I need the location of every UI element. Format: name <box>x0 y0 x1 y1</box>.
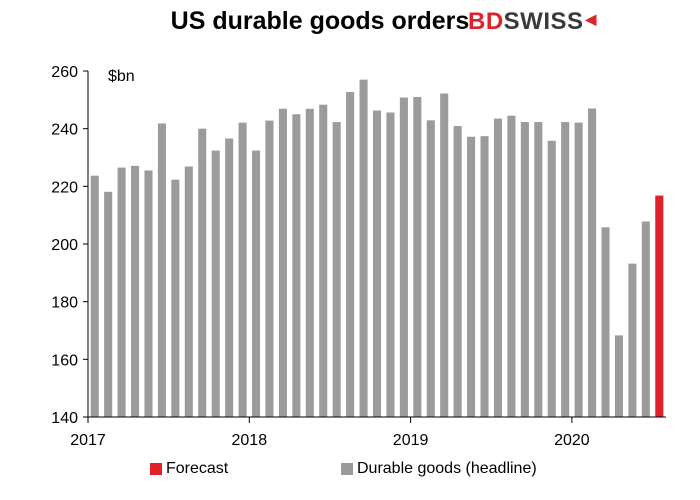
bar-durable-goods-2020-06 <box>641 221 650 417</box>
bar-durable-goods-2017-10 <box>211 150 220 417</box>
bar-durable-goods-2018-04 <box>292 114 301 417</box>
bar-durable-goods-2019-03 <box>440 93 449 418</box>
legend-label-forecast: Forecast <box>166 460 229 477</box>
bar-durable-goods-2018-08 <box>346 92 355 418</box>
bar-durable-goods-2019-08 <box>507 115 516 417</box>
bars-group <box>90 79 664 418</box>
y-tick-label-140: 140 <box>51 410 78 427</box>
legend-item-durable-goods: Durable goods (headline) <box>341 460 537 478</box>
bar-durable-goods-2018-11 <box>386 112 395 418</box>
y-tick-label-260: 260 <box>51 64 78 81</box>
x-tick-label-2018: 2018 <box>232 432 268 449</box>
bar-durable-goods-2018-09 <box>359 79 368 418</box>
legend-item-forecast: Forecast <box>150 460 228 478</box>
axes-group: 140 160 180 200 220 240 260 2017 2018 2019 2020 <box>51 64 666 449</box>
bar-durable-goods-2019-11 <box>547 140 556 417</box>
x-tick-label-2020: 2020 <box>554 432 590 449</box>
y-tick-label-180: 180 <box>51 295 78 312</box>
bar-durable-goods-2019-02 <box>426 120 435 417</box>
x-tick-label-2019: 2019 <box>393 432 429 449</box>
bar-durable-goods-2017-11 <box>225 138 234 417</box>
bar-durable-goods-2017-04 <box>131 165 140 417</box>
legend-swatch-forecast <box>150 463 162 475</box>
bar-durable-goods-2018-06 <box>319 104 328 417</box>
logo-swiss-text: SWISS <box>503 8 584 35</box>
y-unit-label: $bn <box>108 68 135 85</box>
bar-durable-goods-2017-05 <box>144 170 153 417</box>
bar-durable-goods-2017-07 <box>171 179 180 417</box>
y-tick-label-160: 160 <box>51 352 78 369</box>
bar-durable-goods-2019-12 <box>561 122 570 417</box>
bar-durable-goods-2019-06 <box>480 136 489 417</box>
bar-durable-goods-2020-01 <box>574 122 583 418</box>
bar-durable-goods-2019-04 <box>453 126 462 417</box>
y-tick-label-240: 240 <box>51 122 78 139</box>
bar-durable-goods-2017-09 <box>198 128 207 418</box>
bar-durable-goods-2020-04 <box>614 335 623 417</box>
legend: Forecast Durable goods (headline) <box>0 460 700 482</box>
bar-durable-goods-2018-07 <box>332 122 341 417</box>
bar-durable-goods-2018-01 <box>251 150 261 417</box>
y-tick-label-200: 200 <box>51 237 78 254</box>
bar-durable-goods-2018-02 <box>265 120 274 417</box>
bar-durable-goods-2020-03 <box>601 227 610 417</box>
logo-chevron-icon: ◀ <box>585 11 597 27</box>
bar-durable-goods-2020-02 <box>588 108 597 417</box>
bar-durable-goods-2019-09 <box>520 122 529 417</box>
bar-durable-goods-2020-05 <box>628 263 637 417</box>
bar-durable-goods-2019-07 <box>493 118 503 417</box>
bar-durable-goods-2017-01 <box>90 175 99 417</box>
y-tick-label-220: 220 <box>51 179 78 196</box>
bar-forecast-2020-07 <box>655 195 664 417</box>
legend-label-durable-goods: Durable goods (headline) <box>357 460 537 477</box>
bar-durable-goods-2018-05 <box>305 108 314 418</box>
bar-durable-goods-2018-10 <box>372 110 382 417</box>
bar-durable-goods-2017-02 <box>104 191 113 417</box>
bdswiss-logo: BDSWISS ◀ <box>468 8 597 36</box>
bar-durable-goods-2018-12 <box>399 97 408 417</box>
bar-durable-goods-2017-06 <box>157 123 166 417</box>
chart-title: US durable goods orders <box>170 7 470 35</box>
x-tick-label-2017: 2017 <box>70 432 106 449</box>
legend-swatch-durable-goods <box>341 463 353 475</box>
bar-durable-goods-2019-10 <box>534 122 543 417</box>
bar-durable-goods-2017-08 <box>184 166 193 417</box>
bar-durable-goods-2017-12 <box>238 122 247 418</box>
logo-bd-text: BD <box>468 8 504 35</box>
bar-durable-goods-2018-03 <box>278 108 287 418</box>
bar-durable-goods-2019-01 <box>413 96 422 417</box>
bar-durable-goods-2019-05 <box>467 136 476 418</box>
bar-durable-goods-2017-03 <box>117 167 126 417</box>
